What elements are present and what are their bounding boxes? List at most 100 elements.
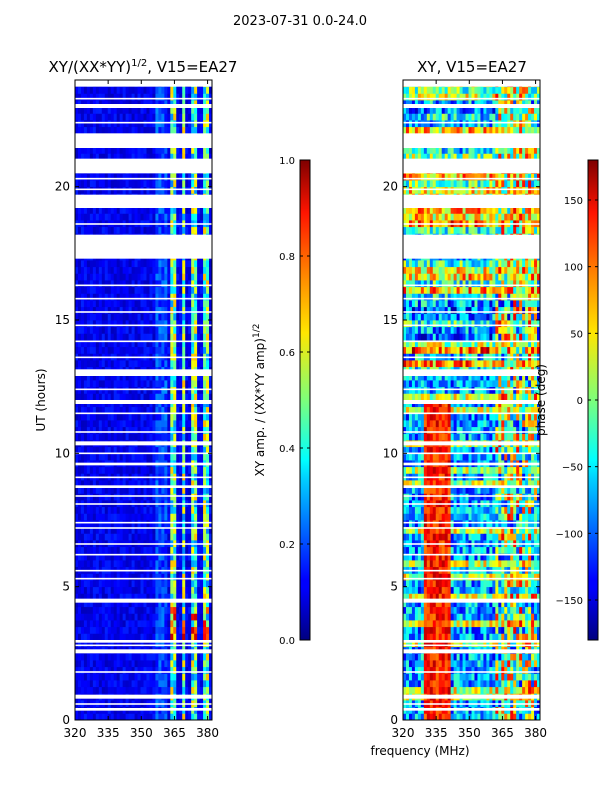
amp-heat-cell [188,680,192,688]
amp-heat-cell [176,260,180,268]
amp-heat-cell [155,213,159,221]
amp-heat-cell [98,593,103,601]
amp-heat-cell [140,333,144,341]
amp-heat-cell [167,480,171,488]
amp-heat-cell [128,586,132,594]
amp-heat-cell [116,633,121,641]
amp-heat-cell [197,406,201,414]
amp-heat-cell [143,286,147,294]
amp-heat-cell [197,106,201,114]
amp-heat-cell [197,333,201,341]
amp-heat-cell [116,120,121,128]
amp-heat-cell [101,340,106,348]
amp-heat-cell [191,313,195,321]
amp-heat-cell [155,593,159,601]
amp-heat-cell [203,340,207,348]
amp-heat-cell [161,293,165,301]
amp-heat-cell [92,313,97,321]
amp-heat-cell [116,340,121,348]
phase-heat-cell [501,713,505,721]
amp-heat-cell [176,573,180,581]
amp-heat-cell [146,106,150,114]
amp-heat-cell [200,420,204,428]
amp-heat-cell [173,180,177,188]
phase-heat-cell [468,673,472,681]
amp-heat-cell [137,300,141,308]
amp-heat-cell [122,306,127,314]
amp-heat-cell [194,446,198,454]
amp-heat-cell [125,206,130,214]
phase-heat-cell [474,666,478,674]
amp-heat-cell [194,420,198,428]
amp-heat-cell [119,260,124,268]
amp-heat-cell [146,146,150,154]
amp-heat-cell [209,226,213,234]
amp-heat-cell [143,273,147,281]
amp-heat-cell [128,293,132,301]
amp-heat-cell [122,660,127,668]
amp-heat-cell [203,526,207,534]
amp-heat-cell [125,286,130,294]
amp-heat-cell [86,286,91,294]
phase-heat-cell [405,653,410,661]
amp-heat-cell [197,286,201,294]
amp-heat-cell [95,713,100,721]
phase-heat-cell [516,653,520,661]
amp-heat-cell [89,180,94,188]
phase-heat-cell [519,673,523,681]
amp-heat-cell [101,333,106,341]
phase-heat-cell [525,666,529,674]
amp-heat-cell [125,340,130,348]
amp-heat-cell [134,86,138,94]
amp-heat-cell [77,453,82,461]
amp-heat-cell [83,393,88,401]
amp-heat-cell [203,406,207,414]
amp-heat-cell [83,713,88,721]
phase-heat-cell [513,666,517,674]
amp-heat-cell [179,386,183,394]
amp-heat-cell [161,666,165,674]
amp-heat-cell [209,320,213,328]
flagged-stripe [75,671,212,673]
phase-heat-cell [426,660,431,668]
amp-heat-cell [170,533,174,541]
amp-heat-cell [98,126,103,134]
amp-heat-cell [83,506,88,514]
amp-heat-cell [173,606,177,614]
amp-heat-cell [164,613,168,621]
amp-heat-cell [77,553,82,561]
amp-heat-cell [128,306,132,314]
amp-heat-cell [101,286,106,294]
amp-heat-cell [86,486,91,494]
phase-heat-cell [426,686,431,694]
amp-heat-cell [128,453,132,461]
amp-heat-cell [134,346,138,354]
amp-heat-cell [122,713,127,721]
amp-heat-cell [110,413,115,421]
amp-heat-cell [206,686,210,694]
amp-heat-cell [170,513,174,521]
amp-heat-cell [101,560,106,568]
amp-heat-cell [104,173,109,181]
amp-heat-cell [77,546,82,554]
flagged-row [75,400,212,404]
amp-heat-cell [164,626,168,634]
amp-heat-cell [155,686,159,694]
amp-heat-cell [170,633,174,641]
phase-heat-cell [405,666,410,674]
amp-heat-cell [101,526,106,534]
amp-heat-cell [119,173,124,181]
amp-heat-cell [113,306,118,314]
amp-heat-cell [86,313,91,321]
amp-heat-cell [110,626,115,634]
amp-heat-cell [158,573,162,581]
amp-heat-cell [75,586,79,594]
amp-heat-cell [125,513,130,521]
amp-heat-cell [134,580,138,588]
amp-heat-cell [167,513,171,521]
amp-heat-cell [86,413,91,421]
amp-heat-cell [104,113,109,121]
amp-heat-cell [182,173,186,181]
amp-heat-cell [161,180,165,188]
phase-heat-cell [471,680,475,688]
